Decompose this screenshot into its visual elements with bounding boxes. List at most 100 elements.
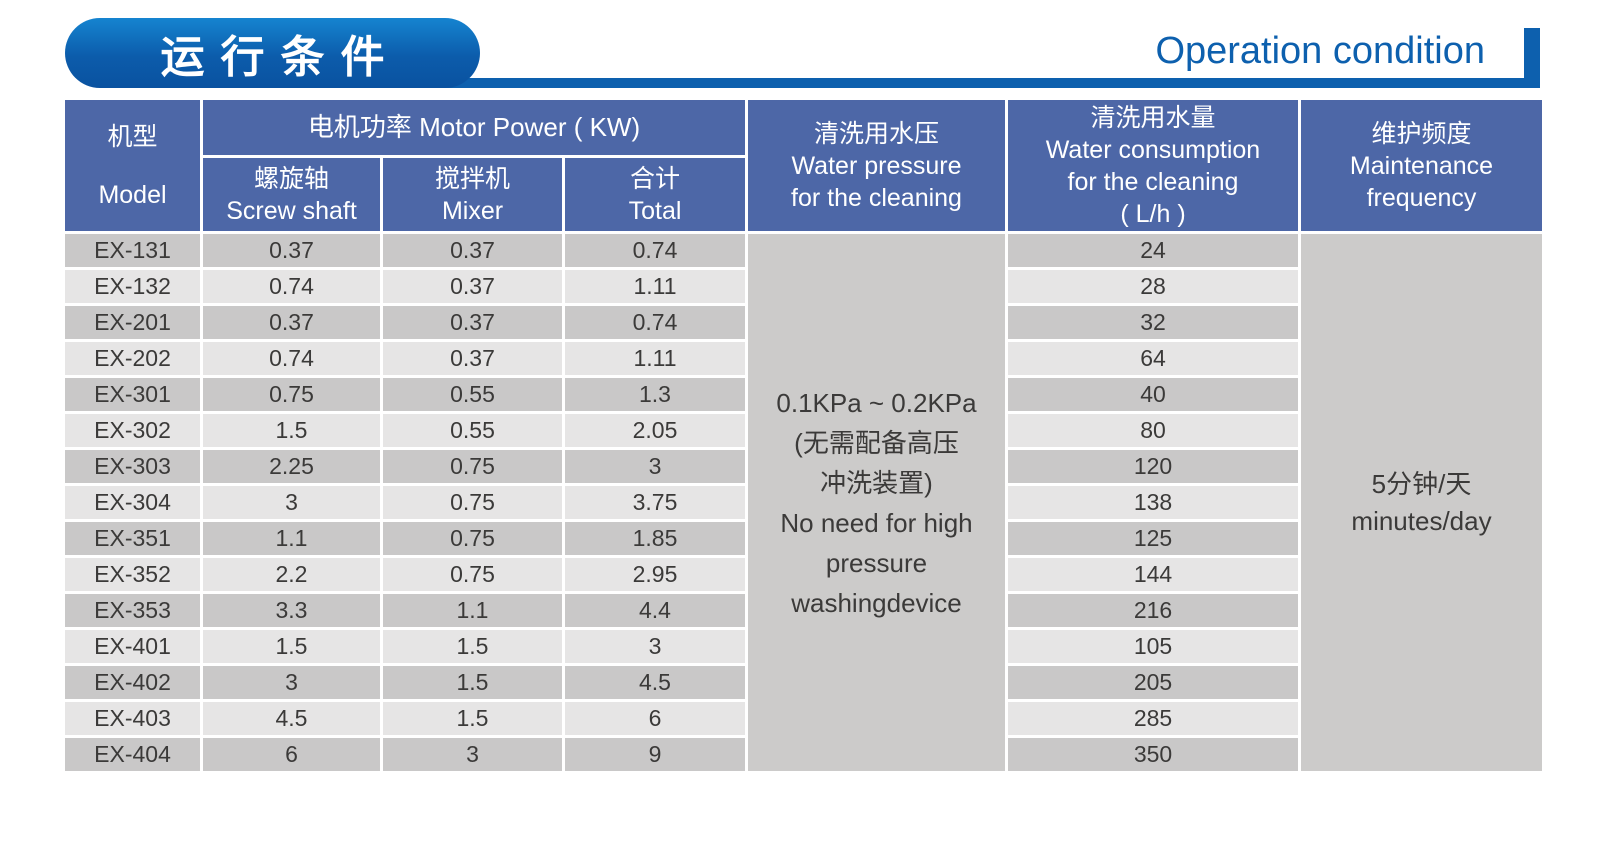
total-power-cell: 3 bbox=[562, 447, 748, 486]
page-title-en: Operation condition bbox=[1155, 30, 1485, 72]
model-cell: EX-404 bbox=[62, 735, 203, 774]
table-row: EX-201 0.37 0.37 0.74 32 bbox=[62, 303, 1544, 342]
screw-shaft-power-cell: 0.37 bbox=[200, 303, 383, 342]
total-power-cell: 6 bbox=[562, 699, 748, 738]
header-water-consumption-zh: 清洗用水量 bbox=[1090, 103, 1216, 132]
header-water-consumption: 清洗用水量 Water consumption for the cleaning… bbox=[1005, 97, 1301, 234]
mixer-power-cell: 0.37 bbox=[380, 231, 565, 270]
mixer-power-cell: 0.75 bbox=[380, 555, 565, 594]
table-row: EX-302 1.5 0.55 2.05 80 bbox=[62, 411, 1544, 450]
screw-shaft-power-cell: 0.37 bbox=[200, 231, 383, 270]
header-total-zh: 合计 bbox=[629, 164, 680, 193]
header-water-pressure-en1: Water pressure bbox=[791, 151, 962, 180]
header-water-pressure: 清洗用水压 Water pressure for the cleaning bbox=[745, 97, 1008, 234]
screw-shaft-power-cell: 6 bbox=[200, 735, 383, 774]
total-power-cell: 0.74 bbox=[562, 231, 748, 270]
header-total: 合计 Total bbox=[562, 155, 748, 234]
table-row: EX-132 0.74 0.37 1.11 28 bbox=[62, 267, 1544, 306]
water-consumption-cell: 120 bbox=[1005, 447, 1301, 486]
total-power-cell: 1.11 bbox=[562, 339, 748, 378]
maintenance-frequency-merged-cell: 5分钟/天 minutes/day bbox=[1298, 231, 1545, 774]
water-consumption-cell: 205 bbox=[1005, 663, 1301, 702]
mixer-power-cell: 0.37 bbox=[380, 267, 565, 306]
water-consumption-cell: 125 bbox=[1005, 519, 1301, 558]
header-mixer-en: Mixer bbox=[441, 196, 504, 225]
water-consumption-cell: 144 bbox=[1005, 555, 1301, 594]
water-consumption-cell: 350 bbox=[1005, 735, 1301, 774]
header-water-consumption-en1: Water consumption bbox=[1045, 135, 1261, 164]
mixer-power-cell: 0.75 bbox=[380, 483, 565, 522]
title-pill: 运行条件 bbox=[65, 18, 480, 88]
model-cell: EX-132 bbox=[62, 267, 203, 306]
total-power-cell: 3 bbox=[562, 627, 748, 666]
total-power-cell: 1.3 bbox=[562, 375, 748, 414]
header-water-consumption-unit: ( L/h ) bbox=[1120, 199, 1186, 228]
screw-shaft-power-cell: 4.5 bbox=[200, 699, 383, 738]
model-cell: EX-351 bbox=[62, 519, 203, 558]
total-power-cell: 2.05 bbox=[562, 411, 748, 450]
mixer-power-cell: 0.55 bbox=[380, 375, 565, 414]
screw-shaft-power-cell: 2.2 bbox=[200, 555, 383, 594]
mixer-power-cell: 1.5 bbox=[380, 663, 565, 702]
mixer-power-cell: 1.5 bbox=[380, 627, 565, 666]
table-row: EX-202 0.74 0.37 1.11 64 bbox=[62, 339, 1544, 378]
header-screw-shaft-zh: 螺旋轴 bbox=[253, 164, 329, 193]
water-consumption-cell: 138 bbox=[1005, 483, 1301, 522]
mixer-power-cell: 0.37 bbox=[380, 339, 565, 378]
water-pressure-merged-cell: 0.1KPa ~ 0.2KPa (无需配备高压 冲洗装置) No need for h… bbox=[745, 231, 1008, 774]
total-power-cell: 4.5 bbox=[562, 663, 748, 702]
screw-shaft-power-cell: 0.74 bbox=[200, 267, 383, 306]
header-model-zh: 机型 bbox=[107, 122, 158, 151]
table-row: EX-353 3.3 1.1 4.4 216 bbox=[62, 591, 1544, 630]
table-row: EX-352 2.2 0.75 2.95 144 bbox=[62, 555, 1544, 594]
mixer-power-cell: 0.55 bbox=[380, 411, 565, 450]
total-power-cell: 4.4 bbox=[562, 591, 748, 630]
model-cell: EX-401 bbox=[62, 627, 203, 666]
model-cell: EX-403 bbox=[62, 699, 203, 738]
header-maintenance-en2: frequency bbox=[1366, 183, 1477, 212]
model-cell: EX-131 bbox=[62, 231, 203, 270]
page-title-zh: 运行条件 bbox=[160, 33, 401, 82]
table-row: EX-304 3 0.75 3.75 138 bbox=[62, 483, 1544, 522]
header-total-en: Total bbox=[628, 196, 682, 225]
mixer-power-cell: 0.75 bbox=[380, 519, 565, 558]
mixer-power-cell: 0.37 bbox=[380, 303, 565, 342]
model-cell: EX-303 bbox=[62, 447, 203, 486]
screw-shaft-power-cell: 2.25 bbox=[200, 447, 383, 486]
screw-shaft-power-cell: 3 bbox=[200, 483, 383, 522]
header-water-pressure-en2: for the cleaning bbox=[791, 183, 962, 212]
screw-shaft-power-cell: 0.74 bbox=[200, 339, 383, 378]
header-maintenance-zh: 维护频度 bbox=[1371, 119, 1472, 148]
table-row: EX-404 6 3 9 350 bbox=[62, 735, 1544, 774]
mixer-power-cell: 1.5 bbox=[380, 699, 565, 738]
screw-shaft-power-cell: 1.1 bbox=[200, 519, 383, 558]
model-cell: EX-202 bbox=[62, 339, 203, 378]
title-underline bbox=[300, 78, 1524, 88]
mixer-power-cell: 3 bbox=[380, 735, 565, 774]
model-cell: EX-353 bbox=[62, 591, 203, 630]
header-maintenance-en1: Maintenance bbox=[1349, 151, 1494, 180]
water-consumption-cell: 216 bbox=[1005, 591, 1301, 630]
model-cell: EX-402 bbox=[62, 663, 203, 702]
model-cell: EX-302 bbox=[62, 411, 203, 450]
total-power-cell: 1.11 bbox=[562, 267, 748, 306]
screw-shaft-power-cell: 1.5 bbox=[200, 627, 383, 666]
total-power-cell: 2.95 bbox=[562, 555, 748, 594]
header-mixer-zh: 搅拌机 bbox=[434, 164, 510, 193]
table-row: EX-403 4.5 1.5 6 285 bbox=[62, 699, 1544, 738]
mixer-power-cell: 1.1 bbox=[380, 591, 565, 630]
header-screw-shaft-en: Screw shaft bbox=[226, 196, 357, 225]
table-row: EX-303 2.25 0.75 3 120 bbox=[62, 447, 1544, 486]
table-row: EX-131 0.37 0.37 0.74 0.1KPa ~ 0.2KPa (无需配备高压… bbox=[62, 231, 1545, 774]
table-row: EX-401 1.5 1.5 3 105 bbox=[62, 627, 1544, 666]
water-consumption-cell: 32 bbox=[1005, 303, 1301, 342]
operation-condition-table: 机型 Model 电机功率 Motor Power ( KW) 清洗用水压 Wa… bbox=[62, 97, 1545, 774]
water-consumption-cell: 80 bbox=[1005, 411, 1301, 450]
title-right-bar bbox=[1524, 28, 1540, 88]
screw-shaft-power-cell: 1.5 bbox=[200, 411, 383, 450]
header-model-en: Model bbox=[98, 180, 167, 209]
model-cell: EX-352 bbox=[62, 555, 203, 594]
mixer-power-cell: 0.75 bbox=[380, 447, 565, 486]
total-power-cell: 3.75 bbox=[562, 483, 748, 522]
